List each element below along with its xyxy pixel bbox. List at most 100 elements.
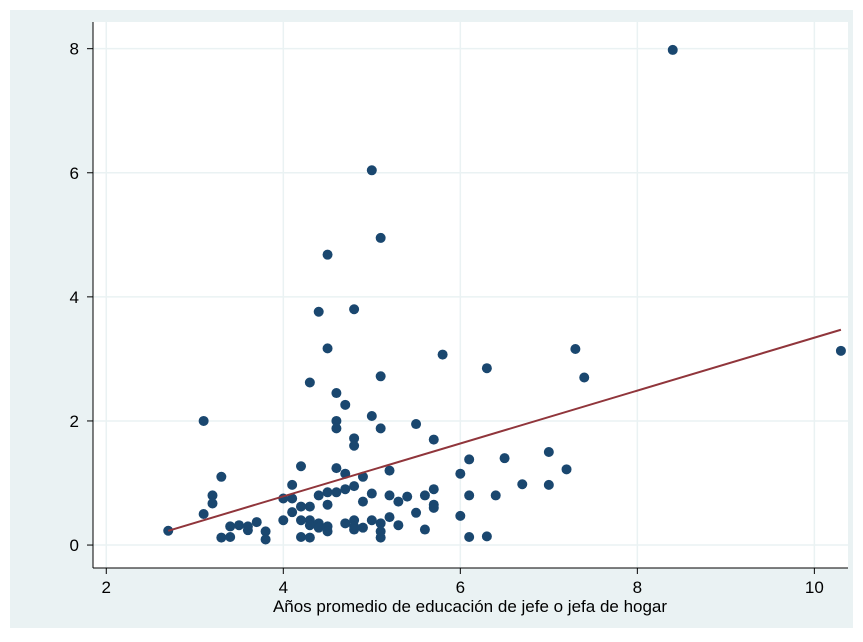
scatter-point	[411, 419, 422, 430]
scatter-point	[411, 507, 422, 518]
scatter-point	[375, 423, 386, 434]
scatter-point	[331, 388, 342, 399]
scatter-point	[349, 440, 360, 451]
scatter-point	[313, 490, 324, 501]
scatter-point	[455, 468, 466, 479]
scatter-point	[375, 532, 386, 543]
scatter-point	[543, 479, 554, 490]
y-tick-label: 8	[70, 40, 79, 59]
scatter-point	[260, 526, 271, 537]
scatter-point	[393, 496, 404, 507]
scatter-point	[428, 434, 439, 445]
scatter-point	[331, 423, 342, 434]
scatter-point	[357, 496, 368, 507]
scatter-point	[322, 249, 333, 260]
y-tick-label: 4	[70, 288, 79, 307]
scatter-point	[402, 491, 413, 502]
scatter-point	[322, 487, 333, 498]
y-tick-label: 6	[70, 164, 79, 183]
scatter-point	[287, 507, 298, 518]
scatter-point	[384, 490, 395, 501]
scatter-point	[340, 399, 351, 410]
x-tick-label: 4	[279, 578, 288, 597]
scatter-point	[481, 363, 492, 374]
scatter-point	[579, 372, 590, 383]
scatter-point	[296, 501, 307, 512]
scatter-point	[437, 349, 448, 360]
scatter-point	[349, 481, 360, 492]
x-tick-label: 10	[805, 578, 824, 597]
scatter-point	[543, 446, 554, 457]
scatter-point	[375, 518, 386, 529]
scatter-point	[667, 44, 678, 55]
scatter-point	[207, 498, 218, 509]
scatter-point	[464, 454, 475, 465]
scatter-point	[366, 165, 377, 176]
scatter-point	[464, 490, 475, 501]
scatter-point	[349, 433, 360, 444]
scatter-point	[419, 490, 430, 501]
scatter-point	[304, 532, 315, 543]
scatter-point	[304, 520, 315, 531]
scatter-point	[384, 465, 395, 476]
scatter-point	[216, 471, 227, 482]
scatter-point	[517, 479, 528, 490]
scatter-point	[198, 509, 209, 520]
scatter-point	[357, 522, 368, 533]
scatter-point	[835, 345, 846, 356]
scatter-point	[393, 520, 404, 531]
scatter-point	[296, 531, 307, 542]
fit-line	[167, 328, 842, 532]
scatter-point	[313, 522, 324, 533]
scatter-point	[366, 515, 377, 526]
scatter-point	[234, 520, 245, 531]
scatter-point	[296, 461, 307, 472]
scatter-point	[570, 343, 581, 354]
scatter-point	[322, 499, 333, 510]
scatter-point	[322, 343, 333, 354]
scatter-point	[225, 521, 236, 532]
plot-area	[93, 22, 848, 568]
scatter-point	[428, 502, 439, 513]
scatter-point	[313, 306, 324, 317]
x-tick-label: 2	[102, 578, 111, 597]
scatter-point	[490, 490, 501, 501]
scatter-point	[561, 464, 572, 475]
scatter-point	[375, 232, 386, 243]
scatter-point	[481, 531, 492, 542]
scatter-point	[349, 304, 360, 315]
scatter-point	[198, 415, 209, 426]
scatter-point	[304, 501, 315, 512]
scatter-point	[296, 515, 307, 526]
scatter-point	[428, 484, 439, 495]
scatter-point	[331, 487, 342, 498]
x-tick-label: 6	[456, 578, 465, 597]
scatter-point	[207, 490, 218, 501]
scatter-point	[349, 524, 360, 535]
scatter-point	[340, 518, 351, 529]
scatter-point	[304, 377, 315, 388]
scatter-point	[455, 510, 466, 521]
x-tick-label: 8	[633, 578, 642, 597]
scatter-point	[331, 415, 342, 426]
scatter-point	[242, 525, 253, 536]
scatter-point	[499, 453, 510, 464]
y-tick-label: 0	[70, 536, 79, 555]
scatter-point	[287, 493, 298, 504]
scatter-point	[278, 515, 289, 526]
scatter-point	[216, 532, 227, 543]
y-tick-label: 2	[70, 412, 79, 431]
scatter-point	[384, 512, 395, 523]
scatter-point	[287, 479, 298, 490]
scatter-point	[419, 524, 430, 535]
scatter-point	[464, 531, 475, 542]
scatter-point	[340, 484, 351, 495]
scatter-point	[225, 531, 236, 542]
scatter-point	[366, 410, 377, 421]
scatter-point	[260, 534, 271, 545]
scatter-point	[251, 517, 262, 528]
scatter-point	[366, 488, 377, 499]
x-axis-title: Años promedio de educación de jefe o jef…	[273, 597, 667, 616]
scatter-point	[375, 371, 386, 382]
